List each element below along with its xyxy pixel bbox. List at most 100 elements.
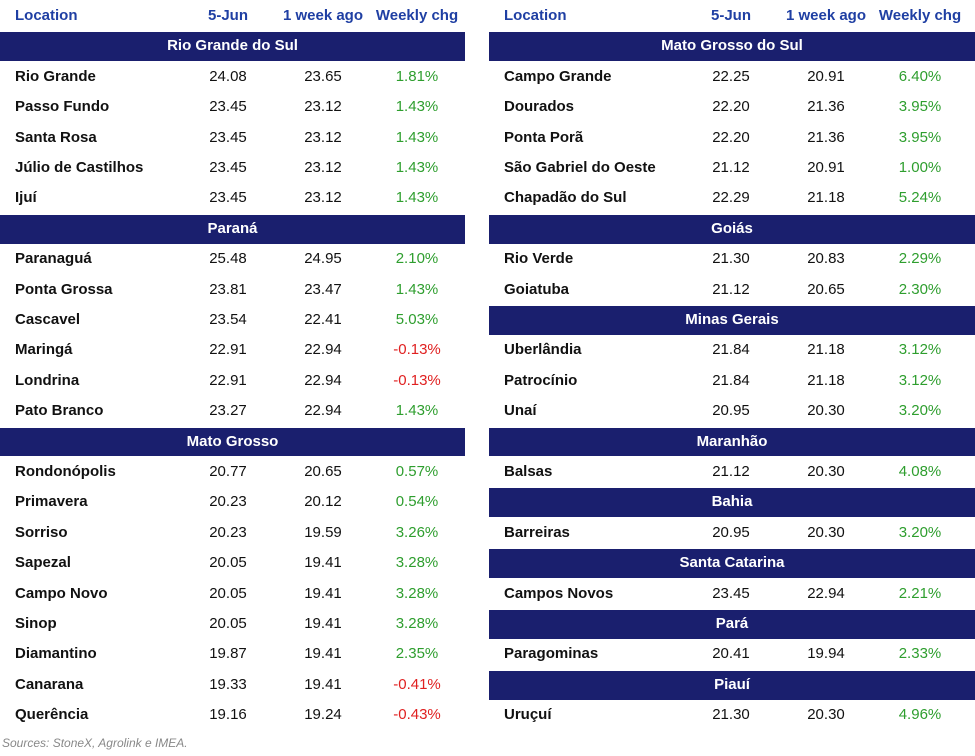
column-header: 5-Jun xyxy=(207,7,248,24)
section-title: Pará xyxy=(715,615,749,632)
price-current: 20.77 xyxy=(209,463,247,480)
location: São Gabriel do Oeste xyxy=(504,159,656,176)
price-week-ago: 19.41 xyxy=(304,675,342,693)
location: Chapadão do Sul xyxy=(504,189,627,207)
location: Ponta Grossa xyxy=(15,280,113,298)
price-week-ago: 22.94 xyxy=(807,584,845,602)
location: Campo Grande xyxy=(504,67,612,85)
price-current: 24.08 xyxy=(209,67,247,85)
price-current: 25.48 xyxy=(209,250,247,268)
section-bar xyxy=(489,549,975,579)
weekly-change: 2.33% xyxy=(898,645,942,663)
weekly-change: -0.41% xyxy=(393,675,441,693)
weekly-change: -0.13% xyxy=(393,371,441,389)
location: Londrina xyxy=(15,371,80,389)
weekly-change: 5.03% xyxy=(395,311,439,328)
price-current: 20.95 xyxy=(712,402,750,420)
price-week-ago: 23.12 xyxy=(304,98,342,116)
section-title: Paraná xyxy=(207,219,258,237)
price-week-ago: 19.59 xyxy=(304,523,342,541)
weekly-change: 2.10% xyxy=(395,250,439,268)
location: Uberlândia xyxy=(504,341,582,359)
price-current: 21.30 xyxy=(712,250,750,268)
price-current: 21.30 xyxy=(712,706,750,724)
section-title: Mato Grosso do Sul xyxy=(661,37,803,55)
section-title: Minas Gerais xyxy=(685,311,779,328)
section-bar xyxy=(489,670,975,700)
price-current: 21.12 xyxy=(712,280,750,298)
price-week-ago: 19.41 xyxy=(304,584,342,602)
location: Diamantino xyxy=(15,645,97,663)
section-bar xyxy=(489,32,975,62)
section-bar xyxy=(489,306,975,335)
section-bar xyxy=(0,32,465,62)
location: Rio Verde xyxy=(504,250,574,268)
location: Patrocínio xyxy=(504,371,578,389)
price-week-ago: 19.24 xyxy=(304,706,342,724)
weekly-change: 0.54% xyxy=(395,493,439,511)
price-current: 19.33 xyxy=(209,675,247,693)
column-header: Location xyxy=(504,7,567,24)
section-bar xyxy=(489,488,975,518)
location: Passo Fundo xyxy=(15,98,110,116)
weekly-change: 3.20% xyxy=(898,523,942,541)
weekly-change: 1.43% xyxy=(395,280,439,298)
location: Balsas xyxy=(504,463,553,480)
price-current: 20.05 xyxy=(209,584,247,602)
price-current: 21.84 xyxy=(712,371,750,389)
price-week-ago: 20.65 xyxy=(807,280,845,298)
location: Rio Grande xyxy=(15,67,96,85)
price-current: 19.16 xyxy=(209,706,247,724)
price-current: 23.27 xyxy=(209,402,247,420)
location: Ijuí xyxy=(15,189,37,207)
location: Santa Rosa xyxy=(15,128,97,146)
location: Maringá xyxy=(15,341,73,359)
section-title: Bahia xyxy=(711,493,753,511)
section-bar xyxy=(489,610,975,639)
section-title: Piauí xyxy=(714,675,750,693)
weekly-change: 0.57% xyxy=(395,463,439,480)
section-title: Mato Grosso xyxy=(186,432,279,450)
column-header: Location xyxy=(15,7,78,24)
location: Ponta Porã xyxy=(504,128,584,146)
source-note: Sources: StoneX, Agrolink e IMEA. xyxy=(2,736,188,750)
column-header: Weekly chg xyxy=(375,7,459,24)
section-title: Santa Catarina xyxy=(679,554,785,572)
location: Sapezal xyxy=(15,554,71,572)
weekly-change: 1.00% xyxy=(898,159,942,176)
price-current: 22.91 xyxy=(209,341,247,359)
location: Canarana xyxy=(15,675,84,693)
price-current: 20.05 xyxy=(209,615,247,632)
weekly-change: -0.13% xyxy=(393,341,441,359)
location: Júlio de Castilhos xyxy=(15,159,144,176)
location: Sinop xyxy=(15,615,57,632)
price-week-ago: 20.30 xyxy=(807,706,845,724)
price-week-ago: 19.41 xyxy=(304,645,342,663)
price-current: 20.95 xyxy=(712,523,750,541)
price-current: 23.45 xyxy=(209,189,247,207)
price-current: 23.81 xyxy=(209,280,247,298)
weekly-change: 3.28% xyxy=(395,554,439,572)
weekly-change: 2.35% xyxy=(395,645,439,663)
location: Goiatuba xyxy=(504,280,570,298)
section-bar xyxy=(489,214,975,244)
weekly-change: 1.43% xyxy=(395,159,439,176)
price-current: 23.45 xyxy=(209,98,247,116)
location: Campo Novo xyxy=(15,584,108,602)
section-bar xyxy=(0,427,465,457)
column-header: 1 week ago xyxy=(282,7,364,24)
price-current: 22.25 xyxy=(712,67,750,85)
weekly-change: 2.30% xyxy=(898,280,942,298)
weekly-change: 3.12% xyxy=(898,341,942,359)
price-week-ago: 21.18 xyxy=(807,189,845,207)
price-week-ago: 23.47 xyxy=(304,280,342,298)
price-week-ago: 22.41 xyxy=(304,311,342,328)
weekly-change: 1.81% xyxy=(395,67,439,85)
price-current: 22.20 xyxy=(712,128,750,146)
section-title: Rio Grande do Sul xyxy=(167,37,298,55)
price-current: 21.12 xyxy=(712,463,750,480)
weekly-change: 1.43% xyxy=(395,189,439,207)
column-header: Weekly chg xyxy=(878,7,962,24)
price-current: 19.87 xyxy=(209,645,247,663)
